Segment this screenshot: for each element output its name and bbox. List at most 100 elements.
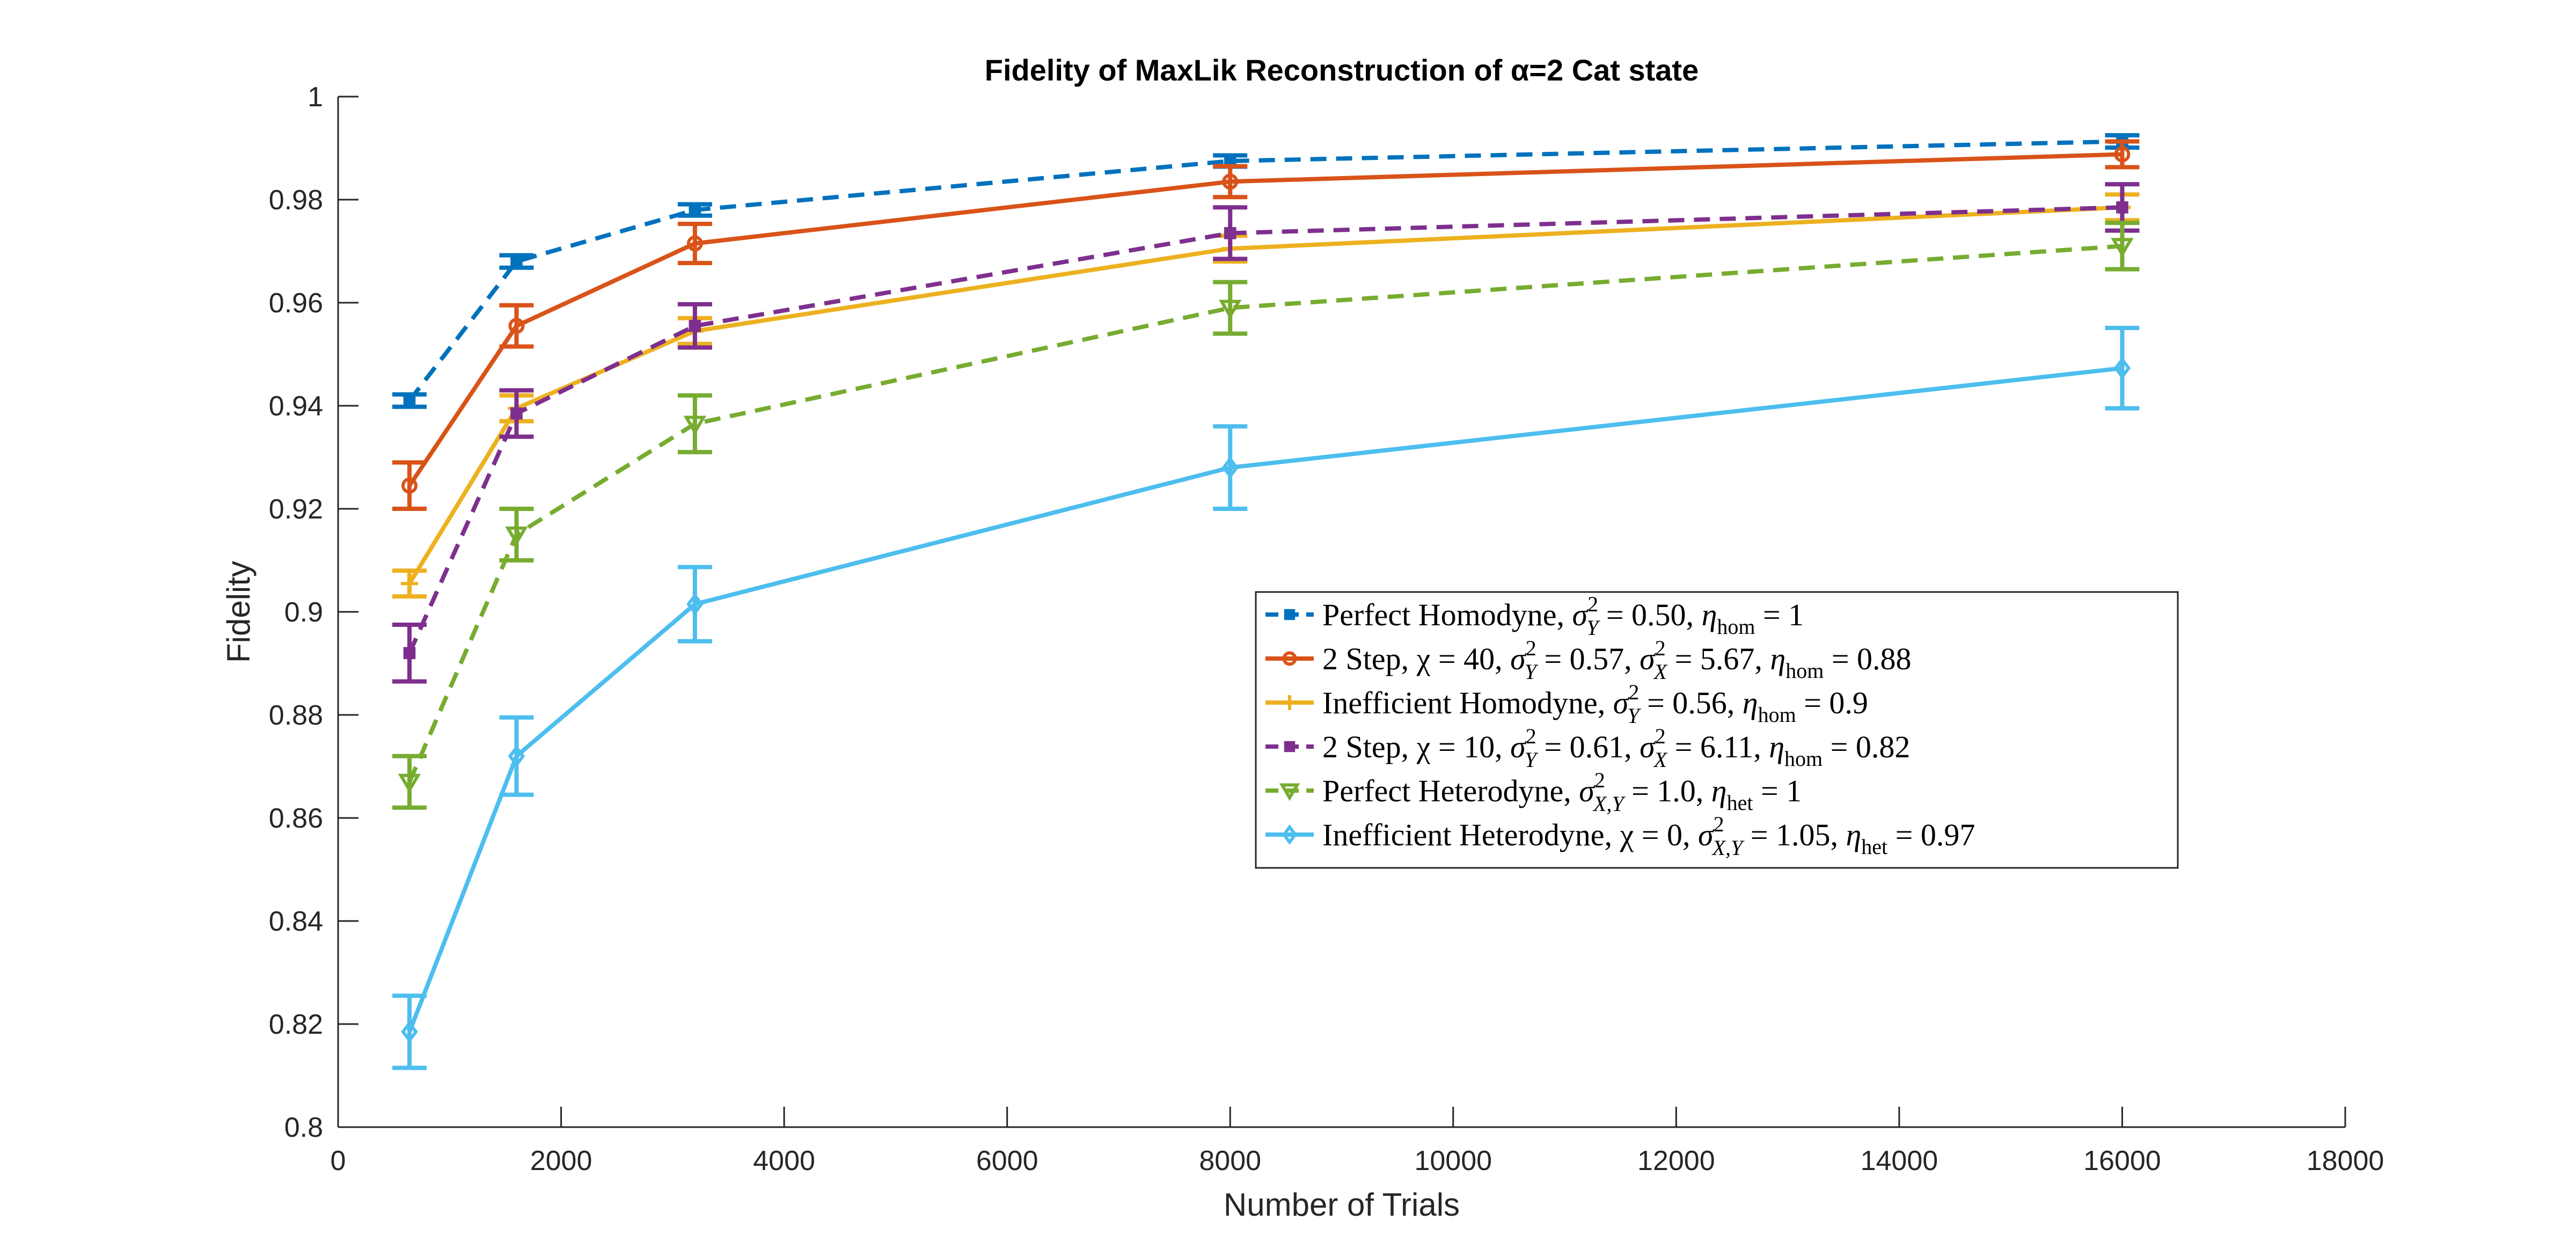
data-point-marker	[403, 394, 416, 407]
x-tick-label: 16000	[2083, 1145, 2161, 1176]
error-bar	[2105, 221, 2140, 272]
x-tick-label: 10000	[1414, 1145, 1492, 1176]
legend-superscript: 2	[1526, 636, 1536, 660]
legend-text-run: = 6.11,	[1667, 729, 1769, 764]
data-point-marker	[508, 744, 525, 768]
legend-text-run: χ = 40,	[1416, 641, 1510, 676]
legend-text-run: = 0.50,	[1598, 597, 1701, 632]
legend-symbol-sigma: σ	[1510, 641, 1527, 676]
data-point-marker	[2113, 356, 2131, 379]
series-4	[392, 182, 2140, 684]
data-point-marker	[401, 1020, 418, 1043]
legend-label-prefix: 2 Step,	[1322, 641, 1417, 676]
legend-subscript: X,Y	[1592, 792, 1626, 816]
legend-label-prefix: Inefficient Homodyne,	[1322, 685, 1613, 720]
error-bar	[1213, 280, 1248, 336]
legend-text-run: = 1.05,	[1743, 817, 1846, 852]
legend-superscript: 2	[1628, 680, 1639, 704]
series-2	[392, 139, 2140, 511]
y-axis-label: Fidelity	[221, 561, 257, 663]
legend-superscript: 2	[1714, 812, 1724, 836]
error-bar	[1213, 164, 1248, 200]
legend-label: 2 Step, χ = 10, σ2 Y = 0.61, σ2 X = 6.11, …	[1322, 724, 1910, 772]
legend-text-run: χ = 10,	[1416, 729, 1510, 764]
error-bar	[2105, 326, 2140, 411]
legend-text-run: = 5.67,	[1667, 641, 1770, 676]
legend-label-prefix: 2 Step,	[1322, 729, 1417, 764]
data-point-marker	[1284, 609, 1296, 620]
legend-subscript: hom	[1785, 659, 1824, 683]
data-point-marker	[508, 318, 525, 334]
legend-symbol-eta: η	[1770, 641, 1785, 676]
x-tick-label: 2000	[530, 1145, 592, 1176]
y-tick-label: 0.84	[269, 906, 323, 937]
x-tick-label: 18000	[2307, 1145, 2384, 1176]
legend-label: Inefficient Homodyne, σ2 Y = 0.56, ηhom =…	[1322, 680, 1868, 728]
legend-superscript: 2	[1655, 724, 1666, 748]
legend-symbol-sigma: σ	[1613, 685, 1630, 720]
data-point-marker	[1282, 695, 1297, 710]
error-bar	[392, 460, 427, 511]
x-tick-label: 4000	[753, 1145, 815, 1176]
data-point-marker	[1224, 227, 1236, 239]
legend-entry-4: 2 Step, χ = 10, σ2 Y = 0.61, σ2 X = 6.11, …	[1265, 724, 1910, 772]
data-point-marker	[510, 407, 523, 420]
legend-symbol-eta: η	[1769, 729, 1784, 764]
legend-symbol-sigma: σ	[1640, 641, 1656, 676]
data-point-marker	[401, 477, 418, 494]
data-point-marker	[2116, 201, 2128, 214]
legend-symbol-eta: η	[1743, 685, 1758, 720]
y-tick-label: 0.88	[269, 700, 323, 731]
legend-subscript: Y	[1525, 748, 1539, 772]
legend-text-run: = 0.82	[1823, 729, 1910, 764]
y-tick-label: 0.98	[269, 185, 323, 216]
y-tick-label: 0.92	[269, 494, 323, 525]
legend-box	[1255, 591, 2179, 869]
legend-label: Inefficient Heterodyne, χ = 0, σ2 X,Y = 1…	[1322, 812, 1975, 860]
legend-label-prefix: Inefficient Heterodyne,	[1322, 817, 1620, 852]
error-bar	[392, 754, 427, 810]
legend-text-run: = 1	[1753, 773, 1802, 808]
data-point-marker	[2114, 146, 2131, 163]
legend-subscript: het	[1727, 791, 1753, 815]
data-point-marker	[1218, 299, 1242, 319]
legend-text-run: = 0.97	[1887, 817, 1975, 852]
chart-title: Fidelity of MaxLik Reconstruction of α=2…	[985, 53, 1699, 87]
legend-superscript: 2	[1526, 724, 1536, 748]
data-point-marker	[1284, 741, 1296, 752]
legend-text-run: χ = 0,	[1620, 817, 1698, 852]
legend-superscript: 2	[1587, 592, 1598, 616]
data-point-marker	[686, 235, 703, 252]
data-point-marker	[1282, 824, 1298, 845]
legend-entry-5: Perfect Heterodyne, σ2 X,Y = 1.0, ηhet = …	[1265, 768, 1802, 816]
error-bar	[499, 715, 534, 797]
legend-subscript: X,Y	[1711, 836, 1745, 860]
error-bar	[392, 993, 427, 1070]
x-axis-label: Number of Trials	[1224, 1187, 1460, 1223]
data-point-marker	[510, 255, 523, 268]
data-point-marker	[689, 319, 701, 332]
legend-entry-3: Inefficient Homodyne, σ2 Y = 0.56, ηhom =…	[1265, 680, 1868, 728]
legend-subscript: Y	[1586, 616, 1600, 640]
legend-text-run: = 0.61,	[1536, 729, 1640, 764]
x-tick-label: 14000	[1861, 1145, 1938, 1176]
legend-text-run: = 1	[1755, 597, 1804, 632]
data-point-marker	[2111, 238, 2134, 258]
data-point-marker	[683, 415, 707, 435]
data-point-marker	[403, 647, 416, 660]
legend-entry-1: Perfect Homodyne, σ2 Y = 0.50, ηhom = 1	[1265, 592, 1804, 640]
x-tick-label: 6000	[976, 1145, 1038, 1176]
error-bar	[499, 507, 534, 562]
y-tick-label: 1	[308, 82, 323, 113]
y-tick-label: 0.86	[269, 803, 323, 834]
legend-subscript: X	[1653, 660, 1668, 684]
legend-text-run: = 0.9	[1796, 685, 1868, 720]
legend: Perfect Homodyne, σ2 Y = 0.50, ηhom = 12 …	[1255, 591, 2179, 869]
legend-subscript: Y	[1525, 660, 1539, 684]
legend-symbol-eta: η	[1702, 597, 1717, 632]
legend-text-run: = 0.57,	[1536, 641, 1640, 676]
data-point-marker	[505, 527, 528, 546]
legend-subscript: hom	[1717, 615, 1755, 639]
data-point-marker	[1282, 651, 1297, 666]
